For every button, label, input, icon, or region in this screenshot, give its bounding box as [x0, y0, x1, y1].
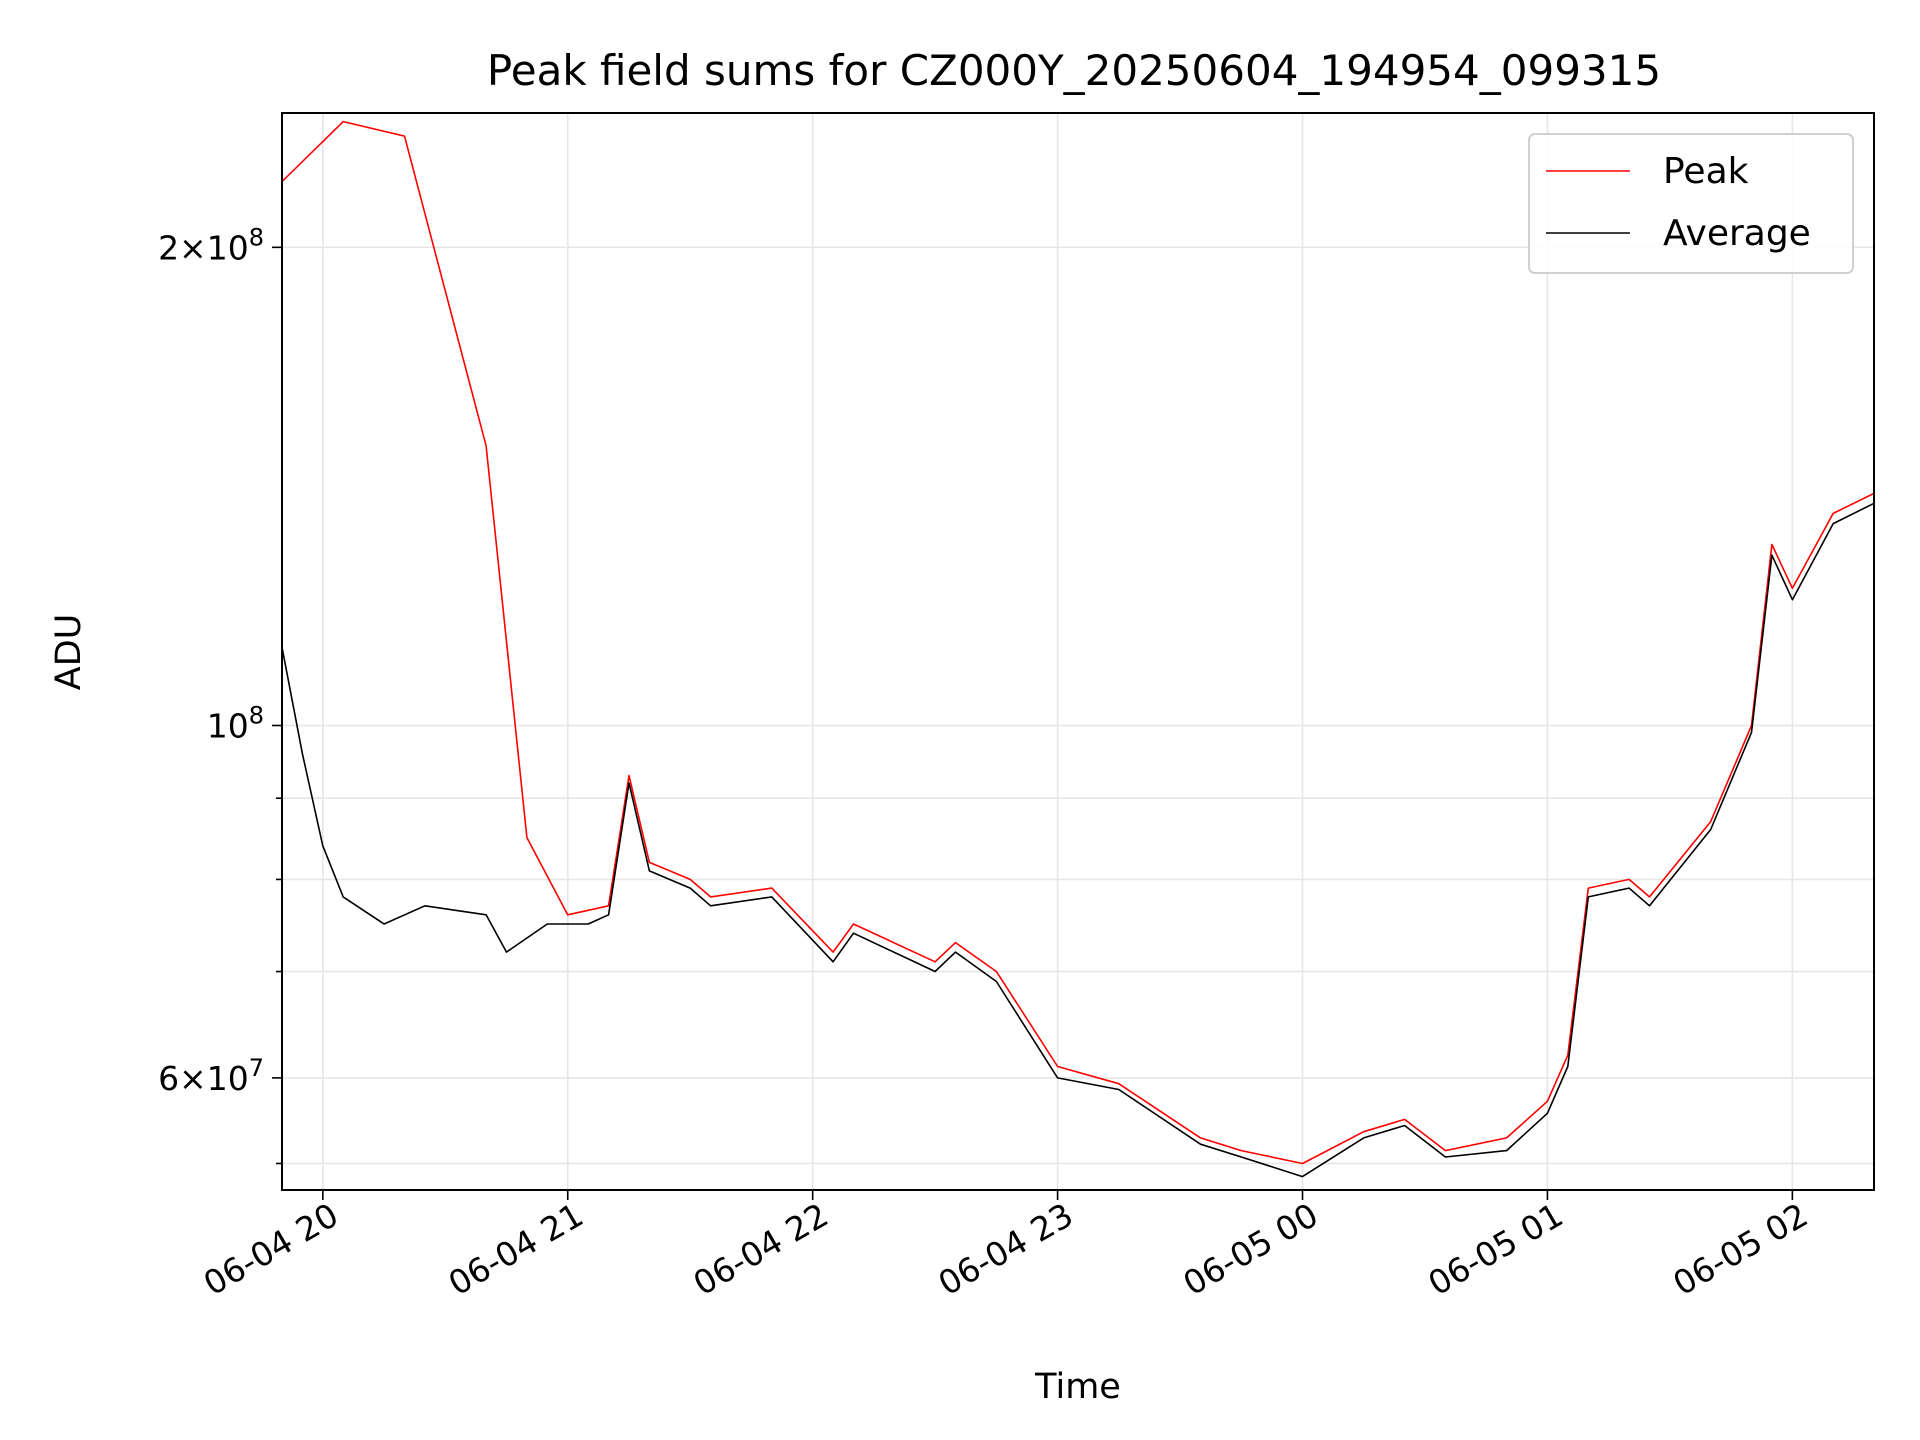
legend-label-peak: Peak	[1663, 151, 1749, 192]
series-line-average	[282, 502, 1874, 1178]
x-axis-label: Time	[1034, 1367, 1121, 1407]
legend-label-average: Average	[1663, 213, 1811, 254]
series-line-peak	[282, 120, 1874, 1165]
legend: Peak Average	[1528, 133, 1854, 274]
plot-area-frame	[281, 112, 1875, 1191]
series-lines	[282, 120, 1874, 1178]
y-axis-label: ADU	[49, 614, 89, 691]
y-tick-label: 108	[207, 702, 264, 746]
legend-box	[1528, 133, 1854, 274]
chart-title: Peak field sums for CZ000Y_20250604_1949…	[487, 46, 1661, 95]
y-tick-label: 6×107	[158, 1054, 264, 1098]
y-tick-label: 2×108	[158, 223, 264, 267]
